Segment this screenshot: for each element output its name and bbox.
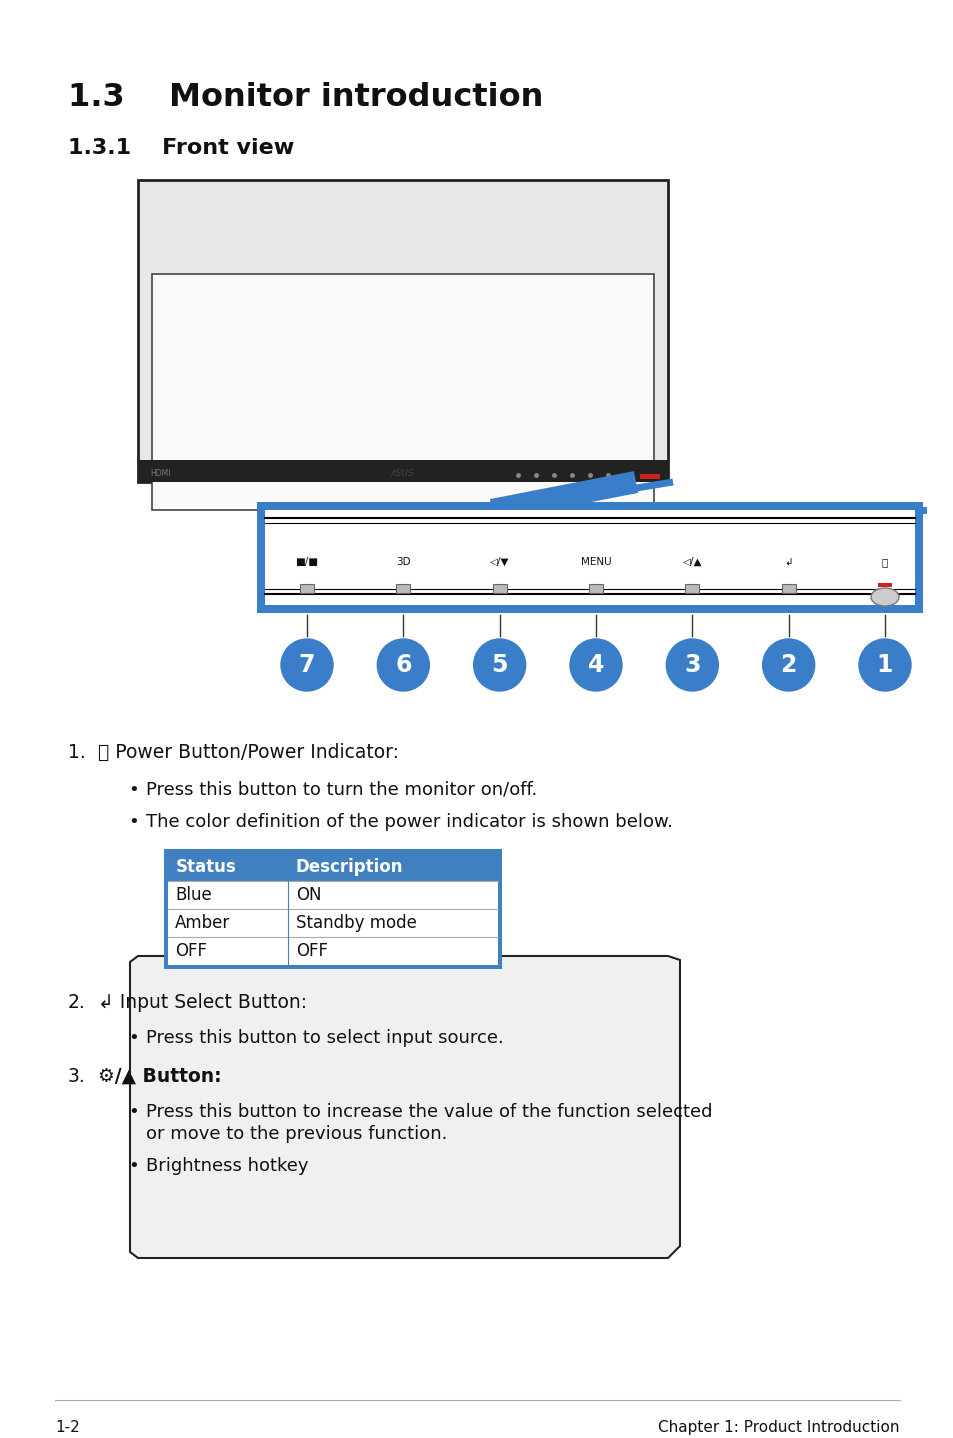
Bar bbox=[781, 584, 795, 592]
Text: OFF: OFF bbox=[295, 942, 328, 961]
Text: Press this button to turn the monitor on/off.: Press this button to turn the monitor on… bbox=[146, 781, 537, 800]
Bar bbox=[364, 482, 376, 531]
Text: The color definition of the power indicator is shown below.: The color definition of the power indica… bbox=[146, 812, 672, 831]
Bar bbox=[492, 584, 506, 592]
Text: HDMI: HDMI bbox=[150, 469, 171, 477]
Text: 7: 7 bbox=[298, 653, 314, 677]
Text: •: • bbox=[128, 1158, 138, 1175]
Text: 2: 2 bbox=[780, 653, 796, 677]
Circle shape bbox=[474, 638, 525, 692]
Polygon shape bbox=[130, 956, 679, 1258]
Text: 4: 4 bbox=[587, 653, 603, 677]
Bar bbox=[299, 584, 314, 592]
Text: ⏻ Power Button/Power Indicator:: ⏻ Power Button/Power Indicator: bbox=[98, 743, 398, 762]
Text: ■/■: ■/■ bbox=[295, 557, 318, 567]
Bar bbox=[588, 584, 602, 592]
Text: •: • bbox=[128, 781, 138, 800]
Text: Chapter 1: Product Introduction: Chapter 1: Product Introduction bbox=[658, 1419, 899, 1435]
Text: Blue: Blue bbox=[174, 886, 212, 905]
Text: Standby mode: Standby mode bbox=[295, 915, 416, 932]
Circle shape bbox=[281, 638, 333, 692]
Text: Description: Description bbox=[295, 858, 403, 876]
Bar bbox=[152, 275, 654, 510]
Circle shape bbox=[377, 638, 429, 692]
Text: ↲ Input Select Button:: ↲ Input Select Button: bbox=[98, 994, 307, 1012]
Text: 3.: 3. bbox=[68, 1067, 86, 1086]
Text: ⏻: ⏻ bbox=[881, 557, 887, 567]
Circle shape bbox=[569, 638, 621, 692]
Text: 1.3.1    Front view: 1.3.1 Front view bbox=[68, 138, 294, 158]
Text: or move to the previous function.: or move to the previous function. bbox=[146, 1125, 447, 1143]
Text: 6: 6 bbox=[395, 653, 411, 677]
Bar bbox=[265, 531, 445, 549]
Bar bbox=[355, 482, 366, 531]
Text: Brightness hotkey: Brightness hotkey bbox=[146, 1158, 308, 1175]
Text: Status: Status bbox=[175, 858, 236, 876]
Text: 3: 3 bbox=[683, 653, 700, 677]
Bar bbox=[138, 180, 667, 482]
Text: 1: 1 bbox=[876, 653, 892, 677]
Bar bbox=[395, 584, 410, 592]
Circle shape bbox=[858, 638, 910, 692]
Bar bbox=[168, 938, 497, 965]
Bar bbox=[256, 502, 923, 613]
Text: Press this button to increase the value of the function selected: Press this button to increase the value … bbox=[146, 1103, 712, 1122]
Circle shape bbox=[665, 638, 718, 692]
Text: 1.3    Monitor introduction: 1.3 Monitor introduction bbox=[68, 82, 543, 114]
Circle shape bbox=[761, 638, 814, 692]
Bar bbox=[168, 909, 497, 938]
Bar bbox=[877, 582, 891, 587]
Bar bbox=[168, 853, 497, 881]
Text: 2.: 2. bbox=[68, 994, 86, 1012]
Text: Press this button to select input source.: Press this button to select input source… bbox=[146, 1030, 503, 1047]
Text: ON: ON bbox=[295, 886, 321, 905]
Bar bbox=[265, 510, 914, 605]
Text: 1-2: 1-2 bbox=[55, 1419, 80, 1435]
Text: •: • bbox=[128, 812, 138, 831]
Text: ◁/▼: ◁/▼ bbox=[490, 557, 509, 567]
Bar bbox=[168, 881, 497, 909]
Bar bbox=[164, 848, 501, 969]
Text: •: • bbox=[128, 1103, 138, 1122]
Bar bbox=[639, 475, 659, 479]
Text: /ISUS: /ISUS bbox=[391, 469, 415, 477]
Text: ⚙/▲ Button:: ⚙/▲ Button: bbox=[98, 1067, 221, 1086]
Text: •: • bbox=[128, 1030, 138, 1047]
Bar bbox=[684, 584, 699, 592]
Text: ↲: ↲ bbox=[783, 557, 792, 567]
Text: ◁/▲: ◁/▲ bbox=[681, 557, 701, 567]
Ellipse shape bbox=[870, 588, 898, 605]
Text: 1.: 1. bbox=[68, 743, 86, 762]
Text: 5: 5 bbox=[491, 653, 507, 677]
Text: Amber: Amber bbox=[174, 915, 230, 932]
Text: MENU: MENU bbox=[580, 557, 611, 567]
Bar bbox=[138, 460, 667, 482]
Text: OFF: OFF bbox=[174, 942, 207, 961]
Text: 3D: 3D bbox=[395, 557, 410, 567]
